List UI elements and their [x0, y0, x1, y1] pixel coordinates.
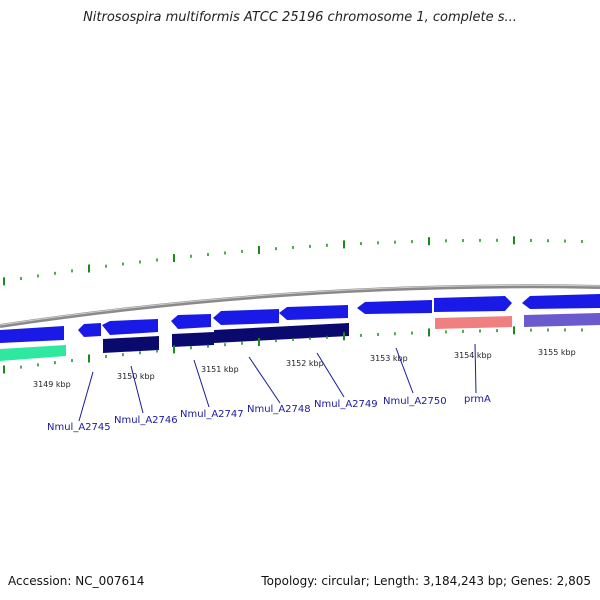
kbp-label: 3149 kbp	[33, 380, 71, 389]
chromosome-backbone-highlight	[0, 284, 600, 326]
gene-feature[interactable]	[172, 332, 214, 347]
gene-feature[interactable]	[171, 314, 211, 329]
gene-feature[interactable]	[214, 323, 349, 343]
gene-feature[interactable]	[434, 296, 512, 312]
gene-feature[interactable]	[522, 294, 600, 309]
gene-feature[interactable]	[78, 323, 101, 337]
leader-line	[395, 347, 414, 394]
gene-feature[interactable]	[279, 305, 348, 320]
gene-label-leaders	[78, 343, 477, 422]
gene-feature[interactable]	[0, 326, 64, 343]
gene-feature[interactable]	[103, 336, 159, 353]
leader-line	[78, 371, 94, 422]
gene-feature[interactable]	[357, 300, 432, 314]
kbp-axis-labels: 3149 kbp 3150 kbp 3151 kbp 3152 kbp 3153…	[33, 348, 576, 389]
gene-feature[interactable]	[213, 309, 279, 325]
accession-text: Accession: NC_007614	[8, 574, 145, 588]
gene-label-nmul-a2746[interactable]: Nmul_A2746	[114, 415, 178, 426]
gene-feature[interactable]	[102, 319, 158, 335]
gene-label-nmul-a2748[interactable]: Nmul_A2748	[247, 404, 311, 415]
kbp-label: 3154 kbp	[454, 351, 492, 360]
rrna-feature[interactable]	[0, 345, 66, 361]
gene-label-nmul-a2750[interactable]: Nmul_A2750	[383, 396, 447, 407]
gene-feature[interactable]	[524, 313, 600, 327]
outer-tick-marks	[3, 236, 583, 286]
inner-tick-marks	[3, 326, 583, 374]
gene-feature[interactable]	[435, 316, 512, 329]
leader-line	[193, 359, 210, 408]
genome-stats-text: Topology: circular; Length: 3,184,243 bp…	[261, 574, 591, 588]
leader-line	[316, 352, 345, 398]
leader-line	[130, 365, 144, 414]
kbp-label: 3153 kbp	[370, 354, 408, 363]
forward-strand-genes	[0, 294, 600, 343]
kbp-label: 3155 kbp	[538, 348, 576, 357]
kbp-label: 3150 kbp	[117, 372, 155, 381]
gene-label-prma[interactable]: prmA	[464, 394, 491, 405]
kbp-label: 3151 kbp	[201, 365, 239, 374]
chromosome-backbone	[0, 284, 600, 328]
leader-line	[474, 343, 477, 394]
leader-line	[248, 356, 281, 404]
gene-labels: Nmul_A2745 Nmul_A2746 Nmul_A2747 Nmul_A2…	[47, 394, 491, 433]
gene-label-nmul-a2747[interactable]: Nmul_A2747	[180, 409, 244, 420]
gene-label-nmul-a2745[interactable]: Nmul_A2745	[47, 422, 111, 433]
gene-label-nmul-a2749[interactable]: Nmul_A2749	[314, 399, 378, 410]
kbp-label: 3152 kbp	[286, 359, 324, 368]
reverse-strand-genes	[0, 313, 600, 361]
map-title: Nitrosospira multiformis ATCC 25196 chro…	[83, 10, 517, 25]
